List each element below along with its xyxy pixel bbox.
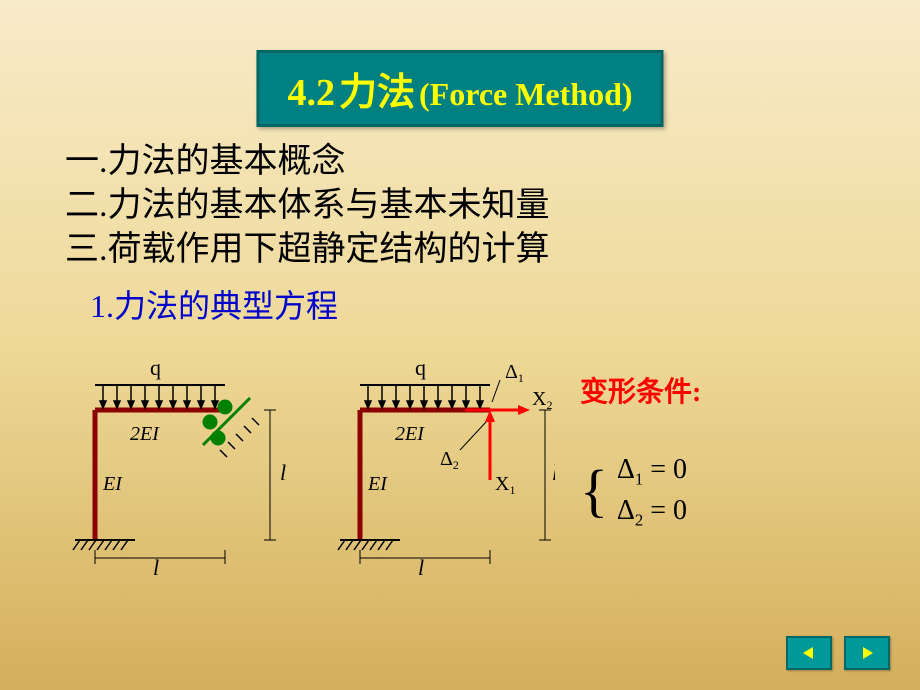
load-label-2: q <box>415 355 426 380</box>
outline-subitem: 1.力法的典型方程 <box>90 281 550 327</box>
col-stiff-1: EI <box>102 473 123 495</box>
triangle-right-icon <box>859 645 875 661</box>
eq2: Δ2 = 0 <box>617 491 687 532</box>
structural-diagrams: q 2EI EI l l <box>55 350 555 590</box>
x2: X2 <box>532 388 552 412</box>
brace-icon: { <box>580 462 608 520</box>
beam-stiff-1: 2EI <box>130 423 160 445</box>
equation-block: { Δ1 = 0 Δ2 = 0 <box>580 450 701 532</box>
height-2: l <box>552 460 555 485</box>
span-2: l <box>418 555 424 580</box>
title-main: 力法 <box>339 72 415 114</box>
nav-buttons <box>786 636 890 670</box>
next-button[interactable] <box>844 636 890 670</box>
title-sub: (Force Method) <box>419 76 633 112</box>
x1: X1 <box>495 473 515 497</box>
delta1: Δ1 <box>505 361 524 385</box>
triangle-left-icon <box>801 645 817 661</box>
deformation-condition: 变形条件: { Δ1 = 0 Δ2 = 0 <box>580 370 701 532</box>
outline-item-3: 三.荷载作用下超静定结构的计算 <box>65 228 550 272</box>
span-1: l <box>153 555 159 580</box>
outline: 一.力法的基本概念 二.力法的基本体系与基本未知量 三.荷载作用下超静定结构的计… <box>65 140 550 327</box>
eq1: Δ1 = 0 <box>617 450 687 491</box>
title-banner: 4.2 力法 (Force Method) <box>256 50 663 127</box>
delta2: Δ2 <box>440 448 459 472</box>
outline-item-1: 一.力法的基本概念 <box>65 140 550 184</box>
condition-label: 变形条件: <box>580 370 701 410</box>
load-label-1: q <box>150 355 161 380</box>
height-1: l <box>280 460 286 485</box>
prev-button[interactable] <box>786 636 832 670</box>
beam-stiff-2: 2EI <box>395 423 425 445</box>
title-number: 4.2 <box>287 72 335 114</box>
col-stiff-2: EI <box>367 473 388 495</box>
outline-item-2: 二.力法的基本体系与基本未知量 <box>65 184 550 228</box>
